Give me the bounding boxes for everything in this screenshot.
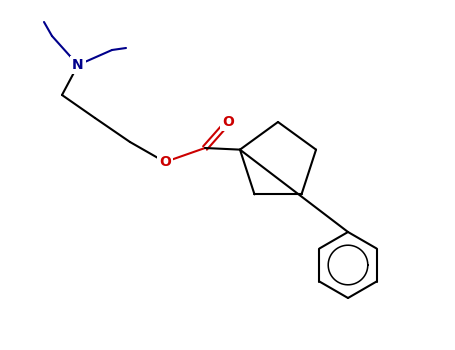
Text: N: N bbox=[72, 58, 84, 72]
Text: O: O bbox=[159, 155, 171, 169]
Text: O: O bbox=[222, 115, 234, 129]
